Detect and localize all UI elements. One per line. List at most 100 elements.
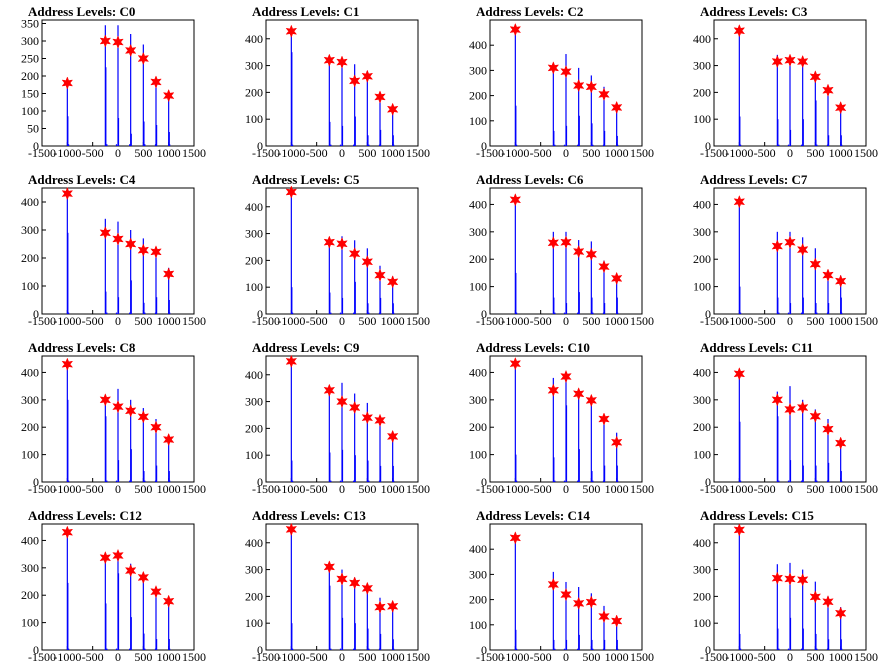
y-tick-label: 200 xyxy=(21,251,39,265)
peak-marker xyxy=(796,573,809,587)
y-tick-label: 300 xyxy=(245,59,263,73)
peak-marker xyxy=(348,246,361,261)
x-tick-label: -500 xyxy=(754,314,776,328)
y-tick-label: 300 xyxy=(245,227,263,241)
peak-marker xyxy=(585,80,598,94)
y-tick-label: 0 xyxy=(33,139,39,153)
x-tick-label: 500 xyxy=(358,482,376,496)
y-tick-label: 200 xyxy=(693,420,711,434)
x-tick-label: 1000 xyxy=(157,314,181,328)
x-tick-label: -1500 xyxy=(252,146,280,160)
y-tick-label: 150 xyxy=(21,87,39,101)
x-tick-label: 500 xyxy=(358,650,376,664)
x-tick-label: 0 xyxy=(115,482,121,496)
peak-marker xyxy=(162,594,175,608)
peak-marker xyxy=(572,78,585,93)
x-tick-label: 0 xyxy=(339,482,345,496)
peak-marker xyxy=(137,410,150,424)
chart-panel: Address Levels: C5 0 100 200 300 400 -1500 -100… xyxy=(224,168,448,336)
y-tick-label: 100 xyxy=(245,448,263,462)
y-tick-label: 400 xyxy=(245,32,263,46)
peak-marker xyxy=(124,404,137,418)
peak-marker xyxy=(150,420,162,434)
x-tick-label: -1000 xyxy=(725,650,753,664)
y-tick-label: 0 xyxy=(481,139,487,153)
y-tick-label: 0 xyxy=(481,475,487,489)
y-tick-label: 400 xyxy=(469,542,487,556)
y-tick-label: 0 xyxy=(481,643,487,657)
peak-marker xyxy=(610,271,623,286)
peak-marker xyxy=(150,584,162,599)
y-tick-label: 400 xyxy=(469,38,487,52)
peak-marker xyxy=(336,55,348,69)
y-tick-label: 200 xyxy=(245,421,263,435)
y-tick-label: 0 xyxy=(705,139,711,153)
chart-svg: 0 100 200 300 400 -1500-1000 -500 0 500 1000 1500 xyxy=(21,355,206,496)
x-tick-label: 1500 xyxy=(406,146,430,160)
peak-marker xyxy=(784,572,796,586)
chart-title: Address Levels: C0 xyxy=(28,4,136,19)
peak-marker xyxy=(547,383,560,397)
peak-marker xyxy=(809,409,822,423)
peak-marker xyxy=(784,53,796,67)
x-tick-label: 1500 xyxy=(630,482,654,496)
peak-marker xyxy=(323,383,336,397)
chart-svg: 0 100 200 300 400 -1500-1000 -500 0 500 1000 1500 xyxy=(693,355,878,496)
y-tick-label: 0 xyxy=(257,307,263,321)
chart-panel: Address Levels: C15 0 100 200 300 400 -1500 -10… xyxy=(672,504,896,672)
x-tick-label: -500 xyxy=(530,482,552,496)
peak-marker xyxy=(374,413,386,428)
peak-marker xyxy=(61,357,74,371)
peak-marker xyxy=(834,100,847,115)
x-tick-label: 1000 xyxy=(381,650,405,664)
y-tick-label: 300 xyxy=(21,393,39,407)
x-tick-label: -1500 xyxy=(700,482,728,496)
y-tick-label: 200 xyxy=(469,89,487,103)
y-tick-label: 300 xyxy=(245,563,263,577)
peak-marker xyxy=(796,54,809,69)
y-tick-label: 400 xyxy=(245,200,263,214)
peak-marker xyxy=(809,257,822,271)
peak-marker xyxy=(386,429,399,444)
x-tick-label: -1500 xyxy=(252,482,280,496)
peak-marker xyxy=(796,242,809,257)
y-tick-label: 100 xyxy=(693,448,711,462)
x-tick-label: 1500 xyxy=(854,650,878,664)
y-tick-label: 100 xyxy=(693,112,711,126)
x-tick-label: -1000 xyxy=(53,650,81,664)
y-tick-label: 300 xyxy=(21,223,39,237)
x-tick-label: -500 xyxy=(306,314,328,328)
y-tick-label: 400 xyxy=(469,365,487,379)
peak-marker xyxy=(137,51,150,66)
peak-marker xyxy=(61,186,74,201)
x-tick-label: -500 xyxy=(754,146,776,160)
chart-svg: 0 100 200 300 400 -1500-1000 -500 0 500 1000 1500 xyxy=(693,187,878,328)
peak-marker xyxy=(733,367,746,381)
y-tick-label: 200 xyxy=(245,589,263,603)
x-tick-label: 0 xyxy=(787,146,793,160)
peak-marker xyxy=(386,275,399,289)
peak-marker xyxy=(150,75,162,89)
chart-panel: Address Levels: C3 0 100 200 300 400 -1500 -100… xyxy=(672,0,896,168)
peak-marker xyxy=(348,400,361,415)
peak-marker xyxy=(610,435,623,449)
y-tick-label: 0 xyxy=(705,643,711,657)
x-tick-label: 1000 xyxy=(605,146,629,160)
peak-marker xyxy=(809,590,822,604)
y-tick-label: 200 xyxy=(245,253,263,267)
peak-marker xyxy=(336,572,348,586)
x-tick-label: 0 xyxy=(115,314,121,328)
chart-svg: 0 100 200 300 400 -1500-1000 -500 0 500 1000 1500 xyxy=(469,523,654,664)
peak-marker xyxy=(509,22,522,37)
x-tick-label: 500 xyxy=(134,650,152,664)
chart-title: Address Levels: C13 xyxy=(252,508,366,523)
x-tick-label: 1500 xyxy=(406,650,430,664)
peak-marker xyxy=(285,522,298,537)
y-tick-label: 400 xyxy=(21,533,39,547)
peak-marker xyxy=(323,235,336,249)
peak-marker xyxy=(610,100,623,115)
x-tick-label: 0 xyxy=(563,650,569,664)
peak-marker xyxy=(585,393,598,408)
chart-title: Address Levels: C1 xyxy=(252,4,360,19)
y-tick-label: 100 xyxy=(21,279,39,293)
